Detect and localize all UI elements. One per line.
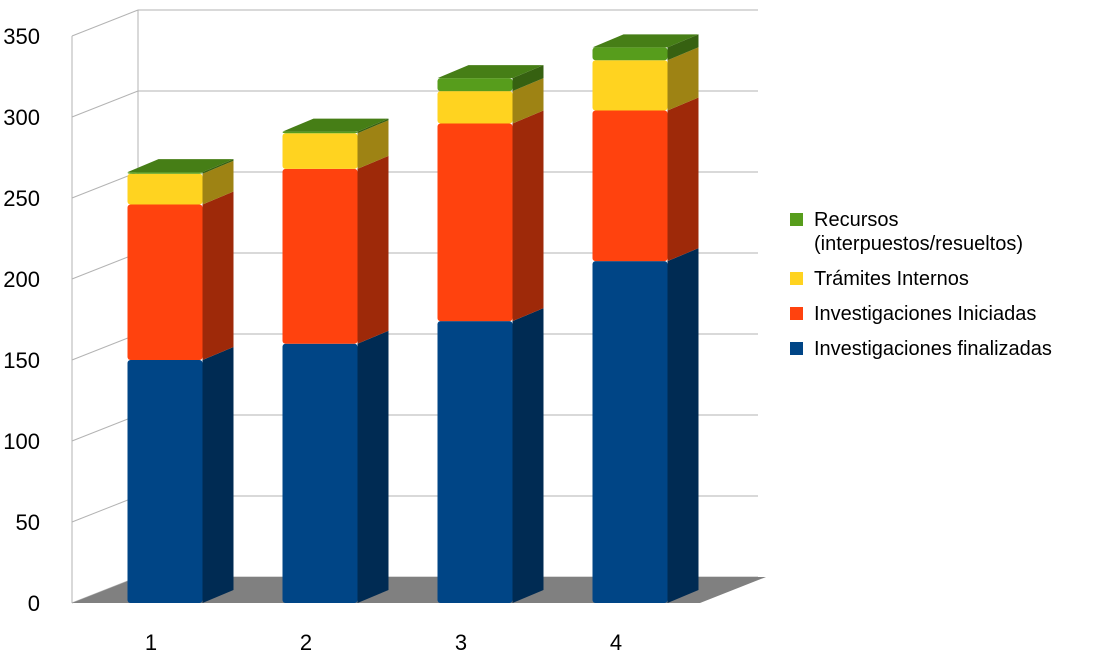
bar-side-investigaciones-iniciadas-2 (357, 155, 389, 344)
bar-side-investigaciones-finalizadas-2 (357, 330, 389, 603)
legend-label-finalizadas: Investigaciones finalizadas (814, 338, 1052, 360)
legend-label-recursos: Recursos (interpuestos/resueltos) (814, 209, 1023, 255)
bar-side-investigaciones-iniciadas-1 (202, 191, 234, 360)
legend-swatch-recursos (790, 213, 803, 226)
bar-side-recursos-interpuestos-resueltos-2 (357, 118, 389, 134)
bar-recursos-interpuestos-resueltos-2 (282, 131, 358, 134)
bar-side-recursos-interpuestos-resueltos-3 (512, 65, 544, 92)
legend-item-finalizadas: Investigaciones finalizadas (790, 337, 1110, 361)
bar-investigaciones-finalizadas-1 (127, 360, 203, 603)
bar-investigaciones-finalizadas-2 (282, 343, 358, 603)
bar-side-investigaciones-finalizadas-1 (202, 347, 234, 603)
legend-label-iniciadas: Investigaciones Iniciadas (814, 303, 1037, 325)
legend-swatch-iniciadas (790, 307, 803, 320)
bar-side-investigaciones-iniciadas-4 (667, 97, 699, 262)
x-tick-label-1: 1 (145, 630, 157, 654)
y-tick-label-100: 100 (3, 429, 40, 454)
legend-item-recursos: Recursos (interpuestos/resueltos) (790, 208, 1110, 256)
bar-recursos-interpuestos-resueltos-4 (592, 47, 668, 61)
bar-investigaciones-iniciadas-1 (127, 204, 203, 360)
bar-side-tr-mites-internos-1 (202, 160, 234, 205)
bar-side-tr-mites-internos-2 (357, 120, 389, 169)
bar-tr-mites-internos-3 (437, 91, 513, 124)
legend-item-iniciadas: Investigaciones Iniciadas (790, 302, 1110, 326)
bar-side-recursos-interpuestos-resueltos-1 (202, 159, 234, 174)
bar-tr-mites-internos-4 (592, 60, 668, 111)
legend-label-tramites: Trámites Internos (814, 268, 969, 290)
side-gridline-50 (71, 495, 139, 523)
bar-side-investigaciones-iniciadas-3 (512, 110, 544, 322)
side-gridline-300 (71, 90, 139, 118)
bar-investigaciones-iniciadas-4 (592, 110, 668, 262)
legend-swatch-finalizadas (790, 342, 803, 355)
bar-side-recursos-interpuestos-resueltos-4 (667, 34, 699, 61)
y-tick-label-0: 0 (28, 591, 40, 616)
y-tick-label-200: 200 (3, 267, 40, 292)
x-tick-label-2: 2 (300, 630, 312, 654)
x-tick-label-3: 3 (455, 630, 467, 654)
bar-investigaciones-finalizadas-4 (592, 261, 668, 603)
bar-side-tr-mites-internos-4 (667, 47, 699, 111)
side-gridline-250 (71, 171, 139, 199)
bar-investigaciones-finalizadas-3 (437, 321, 513, 603)
legend-swatch-tramites (790, 272, 803, 285)
side-gridline-100 (71, 414, 139, 442)
bar-investigaciones-iniciadas-2 (282, 168, 358, 344)
bar-tr-mites-internos-1 (127, 173, 203, 205)
bar-top-3 (437, 65, 544, 79)
y-tick-label-250: 250 (3, 186, 40, 211)
bar-recursos-interpuestos-resueltos-3 (437, 78, 513, 92)
y-tick-label-350: 350 (3, 24, 40, 49)
bar-top-1 (127, 159, 234, 173)
y-tick-label-150: 150 (3, 348, 40, 373)
side-gridline-150 (71, 333, 139, 361)
legend-item-tramites: Trámites Internos (790, 267, 1110, 291)
bar-investigaciones-iniciadas-3 (437, 123, 513, 322)
bar-tr-mites-internos-2 (282, 133, 358, 169)
bar-side-investigaciones-finalizadas-3 (512, 308, 544, 603)
x-tick-label-4: 4 (610, 630, 622, 654)
side-gridline-200 (71, 252, 139, 280)
bar-side-investigaciones-finalizadas-4 (667, 248, 699, 603)
bar-top-4 (592, 34, 699, 48)
bar-recursos-interpuestos-resueltos-1 (127, 172, 203, 174)
side-gridline-350 (71, 9, 139, 37)
bar-top-2 (282, 118, 389, 132)
y-tick-label-300: 300 (3, 105, 40, 130)
chart-legend: Recursos (interpuestos/resueltos) Trámit… (790, 208, 1110, 372)
bar-side-tr-mites-internos-3 (512, 78, 544, 124)
y-tick-label-50: 50 (16, 510, 40, 535)
